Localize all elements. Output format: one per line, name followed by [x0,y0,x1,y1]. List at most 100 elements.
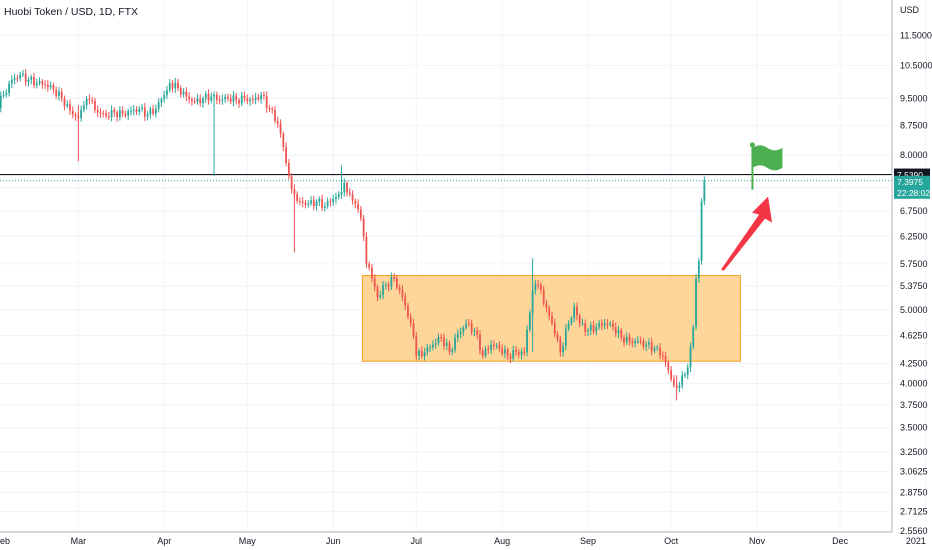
candle-body [19,74,22,79]
candle-body [33,76,35,86]
candle-body [240,95,243,104]
candle-body [600,322,603,326]
candle-body [174,82,177,89]
candle-body [141,107,143,109]
candle-body [249,99,251,102]
candle-body [296,194,299,202]
candle-body [346,182,348,193]
candle-body [634,341,636,344]
candle-body [517,352,520,355]
candle-body [196,98,199,102]
candle-body [495,345,498,347]
candle-body [501,348,504,354]
y-tick-label: 2.7125 [900,507,928,517]
candle-body [609,323,612,325]
target-arrow[interactable] [720,196,773,271]
candles [0,69,706,401]
candle-body [504,349,506,354]
candle-body [551,316,553,324]
y-tick-label: 5.7500 [900,259,928,269]
candle-body [407,305,409,317]
y-tick-label: 2.8750 [900,487,928,497]
flag-pole-knob [749,142,755,148]
x-tick-label: Dec [832,536,849,546]
candle-body [310,200,312,204]
candle-body [285,146,287,164]
candle-body [628,336,631,342]
candle-body [287,163,290,177]
candle-body [681,375,684,386]
candle-body [16,78,19,80]
candle-body [578,315,581,324]
candle-body [335,197,337,200]
candle-body [35,83,38,86]
candle-body [318,199,321,202]
candle-body [426,347,429,353]
candle-body [102,113,105,115]
candle-body [60,91,63,99]
candle-body [462,327,465,332]
candle-body [130,110,132,112]
candle-body [592,325,595,332]
candle-body [656,347,659,349]
candle-body [13,78,16,80]
candle-body [368,263,371,268]
candle-body [612,323,614,327]
candle-body [227,96,229,99]
candle-body [163,94,166,100]
y-tick-label: 4.0000 [900,379,928,389]
candle-body [207,93,210,101]
candle-body [238,100,240,104]
candle-body [365,236,368,264]
candle-body [157,102,160,109]
candle-body [429,347,432,349]
x-tick-label: Jul [411,536,423,546]
y-tick-label: 10.5000 [900,60,932,70]
candle-body [55,89,58,97]
candle-body [5,92,8,95]
candle-body [373,278,376,287]
candle-body [490,344,492,350]
candle-body [2,94,5,96]
candle-body [653,348,656,352]
candle-body [38,81,41,84]
candle-body [179,88,182,95]
candle-body [636,341,639,343]
candle-body [160,99,163,103]
candle-body [393,277,396,279]
candle-body [146,114,149,117]
candle-body [182,91,185,95]
candle-body [30,76,33,80]
last-price-badge-label: 7.3975 [897,177,923,187]
candle-body [24,73,27,83]
candle-body [177,82,179,89]
flag-icon[interactable] [752,145,783,171]
candle-body [362,218,365,237]
candle-body [620,329,623,338]
line-price-badge-label: 7.5390 [897,170,923,180]
price-line-layer [0,173,892,182]
price-axis-unit: USD [900,5,920,15]
candle-body [672,379,675,386]
candle-body [387,284,390,287]
candle-body [307,203,310,205]
candle-body [659,347,661,356]
candle-body [204,93,207,99]
candle-body [215,94,218,101]
time-axis[interactable]: eb Mar Apr May Jun Jul Aug Sep Oct Nov Dec 2021 [0,536,926,546]
candle-body [127,111,130,116]
candle-body [312,200,315,207]
candle-body [556,334,559,340]
candle-body [321,199,323,208]
candle-body [118,110,121,118]
candle-body [465,323,468,328]
candle-body [149,108,152,115]
candle-body [66,104,69,107]
candle-body [359,209,362,219]
candle-body [52,85,55,90]
price-axis[interactable]: 11.500010.50009.50008.75008.00007.25006.… [900,30,932,536]
candle-body [520,351,523,355]
candle-body [290,176,293,190]
